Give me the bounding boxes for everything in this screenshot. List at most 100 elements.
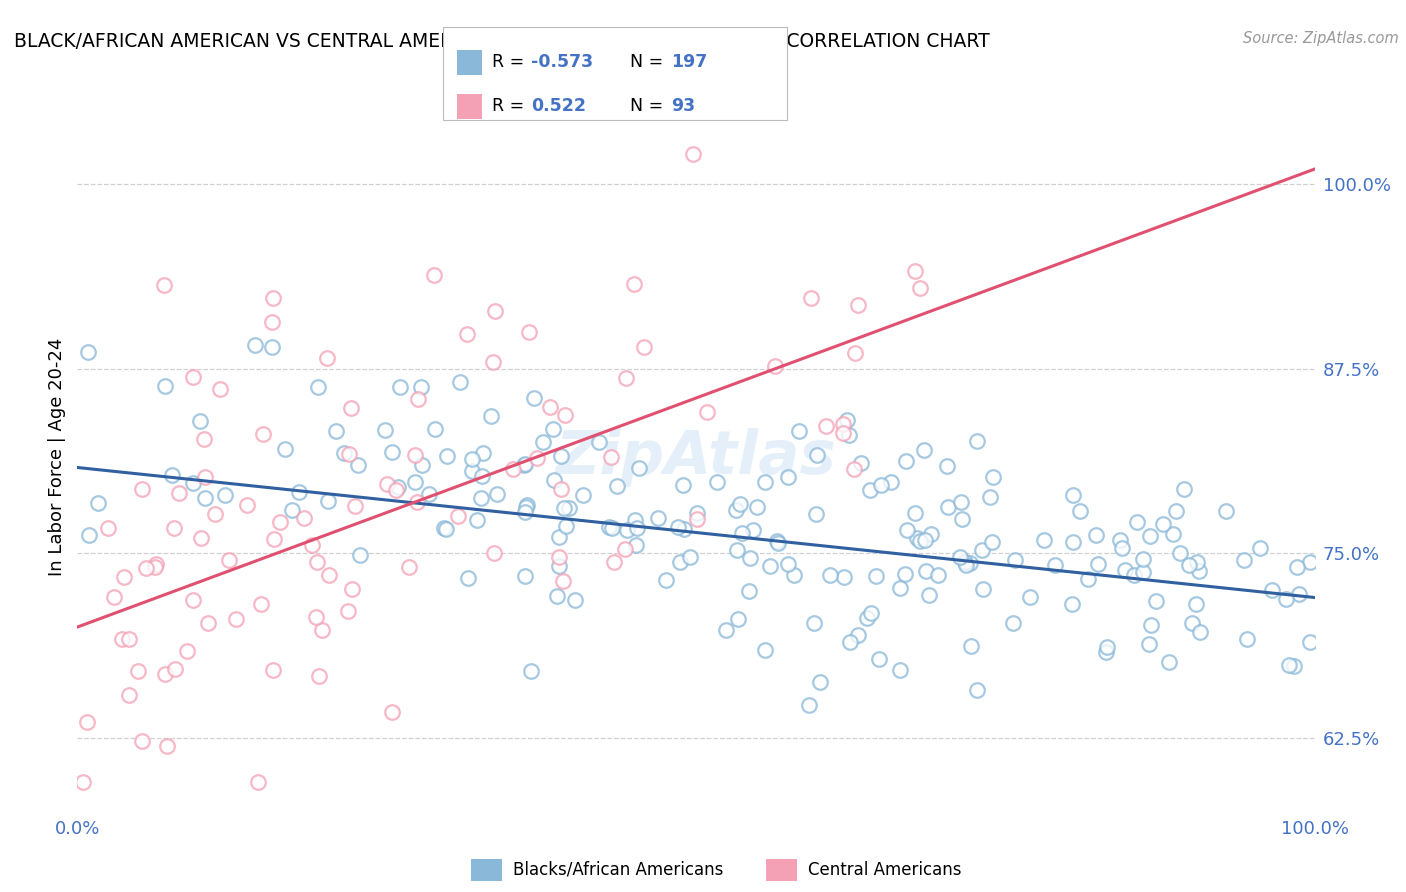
Point (423, 421, 446, 435)
Point (936, 459, 959, 474)
Point (948, 549, 970, 564)
Point (292, 511, 315, 525)
Point (236, 499, 259, 513)
Point (547, 530, 569, 544)
Point (432, 521, 454, 535)
Point (456, 327, 478, 342)
Point (388, 380, 411, 394)
Point (204, 507, 226, 521)
Point (263, 533, 285, 547)
Point (482, 355, 505, 369)
Point (782, 568, 804, 582)
Point (740, 550, 762, 565)
Point (311, 623, 333, 637)
Point (907, 531, 929, 545)
Point (460, 465, 482, 479)
Point (889, 581, 911, 595)
Point (966, 682, 988, 697)
Point (1181, 615, 1204, 630)
Point (1132, 552, 1154, 566)
Point (706, 475, 728, 490)
Point (385, 483, 408, 498)
Point (1185, 556, 1208, 570)
Point (745, 500, 768, 515)
Point (214, 488, 236, 502)
Point (1109, 533, 1132, 547)
Point (538, 401, 561, 415)
Point (543, 422, 565, 436)
Point (188, 414, 211, 428)
Point (77, 344, 100, 359)
Point (1236, 632, 1258, 646)
Point (87, 496, 110, 510)
Point (553, 501, 575, 516)
Point (728, 497, 751, 511)
Point (1173, 482, 1195, 496)
Point (165, 663, 187, 677)
Point (406, 392, 429, 406)
Point (1144, 593, 1167, 607)
Point (531, 434, 554, 449)
Point (972, 543, 994, 558)
Point (301, 538, 323, 552)
Point (167, 486, 190, 500)
Point (588, 434, 610, 449)
Point (308, 379, 330, 393)
Point (554, 409, 576, 423)
Point (778, 470, 800, 484)
Point (1002, 615, 1025, 630)
Point (950, 511, 973, 525)
Point (955, 558, 977, 572)
Point (145, 558, 167, 572)
Point (1069, 503, 1091, 517)
Point (955, 555, 977, 569)
Point (725, 543, 748, 558)
Point (333, 446, 356, 460)
Point (470, 491, 492, 505)
Point (1139, 528, 1161, 542)
Point (1122, 568, 1144, 582)
Point (979, 490, 1001, 504)
Text: Source: ZipAtlas.com: Source: ZipAtlas.com (1243, 31, 1399, 46)
Point (409, 380, 432, 394)
Point (502, 461, 524, 475)
Point (1137, 637, 1160, 651)
Point (471, 468, 494, 483)
Point (218, 553, 240, 567)
Point (260, 315, 283, 329)
Point (564, 593, 586, 607)
Text: R =: R = (492, 97, 536, 115)
Point (1260, 582, 1282, 597)
Point (176, 644, 198, 658)
Point (308, 668, 330, 682)
Point (457, 571, 479, 585)
Point (155, 739, 177, 754)
Point (741, 523, 763, 537)
Point (980, 534, 1002, 549)
Point (832, 417, 855, 431)
Point (800, 291, 823, 305)
Point (153, 379, 176, 393)
Point (250, 597, 273, 611)
Point (135, 561, 157, 575)
Point (252, 427, 274, 442)
Point (1168, 546, 1191, 560)
Point (1084, 528, 1107, 542)
Point (519, 664, 541, 678)
Point (672, 522, 695, 536)
Point (628, 461, 651, 475)
Point (731, 525, 754, 540)
Point (479, 409, 502, 423)
Point (696, 405, 718, 419)
Point (848, 298, 870, 312)
Point (247, 775, 270, 789)
Point (981, 469, 1004, 483)
Point (436, 449, 458, 463)
Point (404, 448, 426, 462)
Point (869, 477, 891, 491)
Point (856, 611, 879, 625)
Point (776, 557, 799, 571)
Text: Central Americans: Central Americans (808, 861, 962, 879)
Point (889, 663, 911, 677)
Point (1215, 504, 1237, 518)
